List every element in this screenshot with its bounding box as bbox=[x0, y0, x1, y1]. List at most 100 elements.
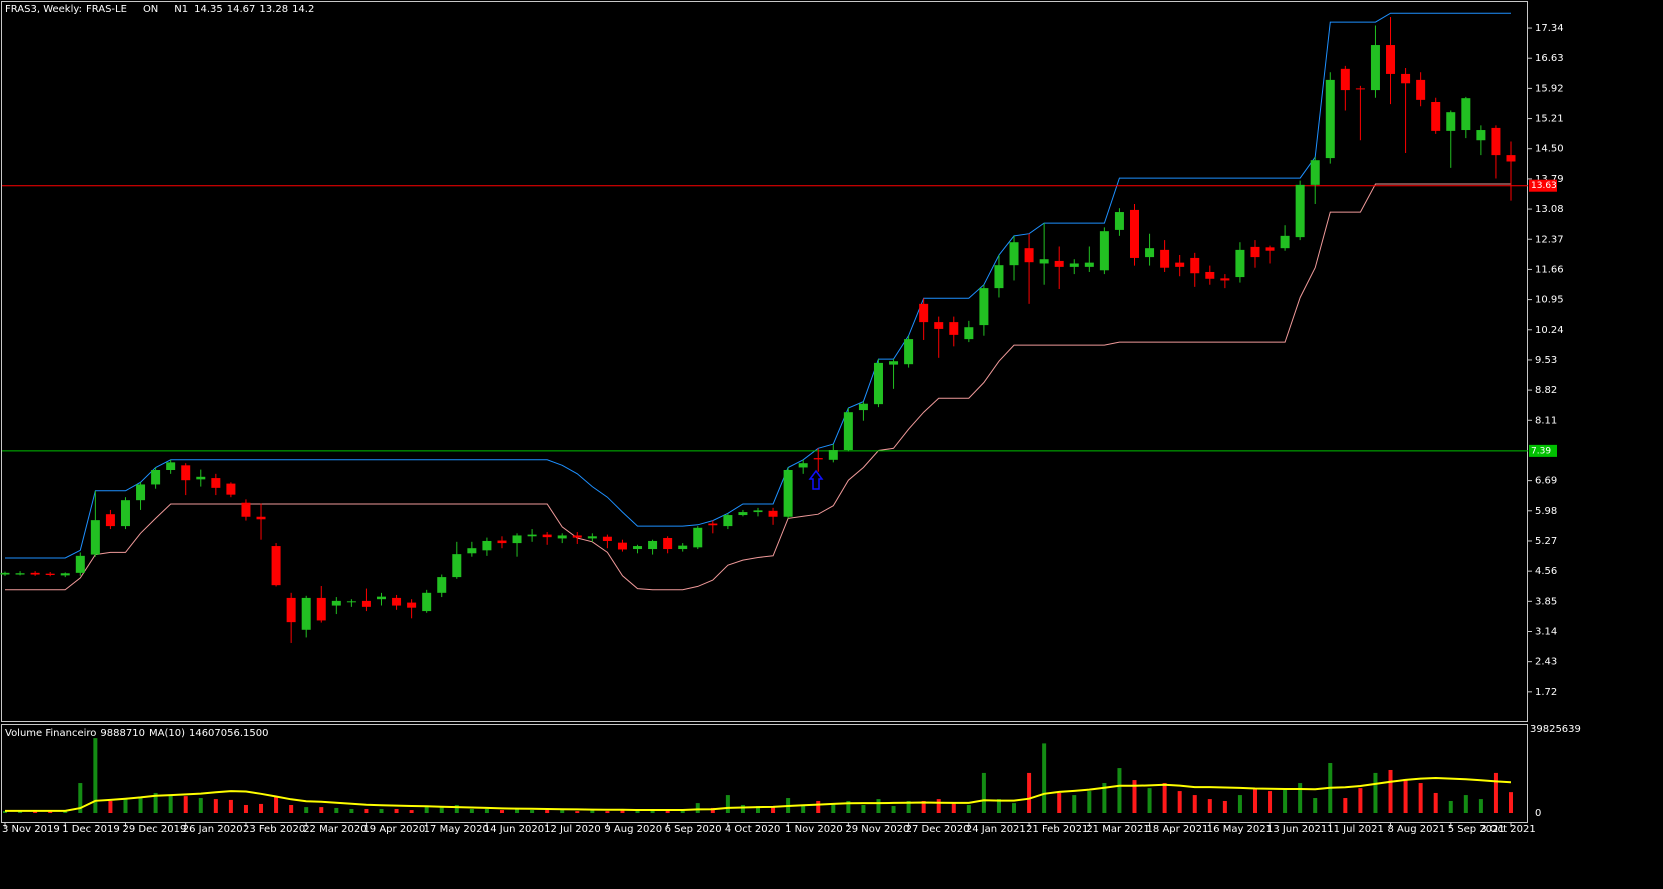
candle-body bbox=[467, 548, 477, 554]
volume-bar bbox=[304, 807, 309, 813]
candle-body bbox=[542, 534, 552, 538]
volume-bar bbox=[499, 810, 504, 813]
candle-body bbox=[136, 484, 146, 501]
volume-bar bbox=[1268, 791, 1273, 813]
volume-bar bbox=[1283, 788, 1288, 813]
ma-name: MA(10) bbox=[149, 728, 185, 739]
volume-bar bbox=[1252, 788, 1257, 813]
x-tick-label: 17 May 2020 bbox=[424, 824, 489, 835]
volume-bar bbox=[1493, 772, 1498, 813]
volume-bar bbox=[635, 810, 640, 813]
volume-bar bbox=[921, 800, 926, 813]
x-tick-label: 13 Jun 2021 bbox=[1267, 824, 1327, 835]
volume-bar bbox=[123, 798, 128, 813]
volume-bar bbox=[695, 803, 700, 813]
volume-bar bbox=[1042, 743, 1047, 813]
x-tick-label: 18 Apr 2021 bbox=[1147, 824, 1209, 835]
volume-bar bbox=[454, 804, 459, 813]
candle-body bbox=[934, 322, 944, 329]
x-tick-label: 22 Mar 2020 bbox=[303, 824, 366, 835]
volume-bar bbox=[349, 808, 354, 813]
y-tick-label: 3.85 bbox=[1535, 596, 1557, 607]
volume-bar bbox=[740, 804, 745, 813]
volume-header: Volume Financeiro 9888710 MA(10) 14607056.1… bbox=[5, 728, 269, 739]
volume-bar bbox=[1162, 783, 1167, 813]
candle-body bbox=[75, 555, 85, 573]
volume-bar bbox=[756, 806, 760, 813]
candle-body bbox=[482, 540, 492, 551]
candle-body bbox=[497, 540, 507, 544]
candle-body bbox=[919, 303, 929, 323]
volume-bar bbox=[1463, 795, 1468, 813]
candle-body bbox=[45, 573, 55, 575]
candle-body bbox=[738, 512, 748, 516]
volume-bar bbox=[168, 795, 173, 813]
volume-bar bbox=[409, 810, 414, 813]
candle-body bbox=[1024, 248, 1034, 263]
volume-bar bbox=[1102, 783, 1107, 813]
candle-body bbox=[256, 516, 266, 520]
x-tick-label: 3 Oct 2021 bbox=[1480, 824, 1535, 835]
indicator: N1 bbox=[174, 4, 188, 15]
volume-bar bbox=[1403, 779, 1408, 813]
volume-bar bbox=[1478, 799, 1483, 813]
volume-bar bbox=[138, 798, 143, 813]
level-label-box bbox=[1529, 444, 1557, 457]
close-value: 14.2 bbox=[292, 4, 314, 15]
candle-body bbox=[1310, 160, 1320, 185]
y-tick-label: 9.53 bbox=[1535, 355, 1557, 366]
candle-body bbox=[708, 523, 718, 526]
volume-bar bbox=[710, 807, 715, 813]
candle-body bbox=[1325, 79, 1335, 159]
candle-body bbox=[1401, 73, 1411, 84]
volume-bar bbox=[289, 804, 294, 813]
candle-body bbox=[286, 597, 296, 623]
x-tick-label: 16 May 2021 bbox=[1207, 824, 1272, 835]
volume-bar bbox=[1177, 791, 1182, 813]
candle-body bbox=[271, 546, 281, 586]
channel-line bbox=[5, 183, 1511, 591]
x-tick-label: 11 Jul 2021 bbox=[1327, 824, 1384, 835]
candle-body bbox=[1506, 155, 1516, 162]
candle-body bbox=[1235, 249, 1245, 278]
volume-bar bbox=[1343, 798, 1348, 813]
volume-bar bbox=[1313, 798, 1318, 813]
volume-bar bbox=[951, 803, 956, 813]
volume-bar bbox=[228, 799, 233, 813]
volume-bar bbox=[63, 811, 68, 813]
level-label: 7.39 bbox=[1531, 446, 1551, 456]
candle-body bbox=[1145, 248, 1155, 258]
volume-bar bbox=[1222, 800, 1227, 813]
x-tick-label: 8 Aug 2021 bbox=[1388, 824, 1446, 835]
x-tick-label: 12 Jul 2020 bbox=[544, 824, 601, 835]
volume-bar bbox=[259, 803, 264, 813]
volume-bar bbox=[364, 808, 369, 813]
candle-body bbox=[994, 265, 1004, 289]
symbol: FRAS-LE bbox=[86, 4, 127, 15]
candle-body bbox=[361, 600, 371, 607]
volume-bar bbox=[861, 804, 866, 813]
level-label-box bbox=[1529, 179, 1557, 192]
volume-bar bbox=[1207, 799, 1212, 813]
volume-bar bbox=[680, 810, 685, 813]
candle-body bbox=[0, 572, 10, 575]
candle-body bbox=[166, 462, 176, 471]
volume-bar bbox=[484, 808, 489, 813]
candle-body bbox=[813, 458, 823, 460]
volume-bar bbox=[1298, 783, 1303, 813]
candle-body bbox=[120, 500, 130, 527]
candle-body bbox=[30, 572, 40, 575]
candle-body bbox=[768, 510, 778, 517]
volume-bar bbox=[981, 772, 986, 813]
candle-body bbox=[1205, 271, 1215, 279]
candle-body bbox=[1265, 247, 1275, 251]
volume-bar bbox=[1192, 795, 1197, 813]
y-tick-label: 10.24 bbox=[1535, 325, 1564, 336]
candle-body bbox=[1476, 130, 1486, 141]
volume-bar bbox=[560, 810, 565, 813]
candle-body bbox=[316, 597, 326, 621]
x-tick-label: 5 Sep 2021 bbox=[1448, 824, 1505, 835]
channel-line bbox=[5, 12, 1511, 559]
volume-current: 9888710 bbox=[100, 728, 145, 739]
